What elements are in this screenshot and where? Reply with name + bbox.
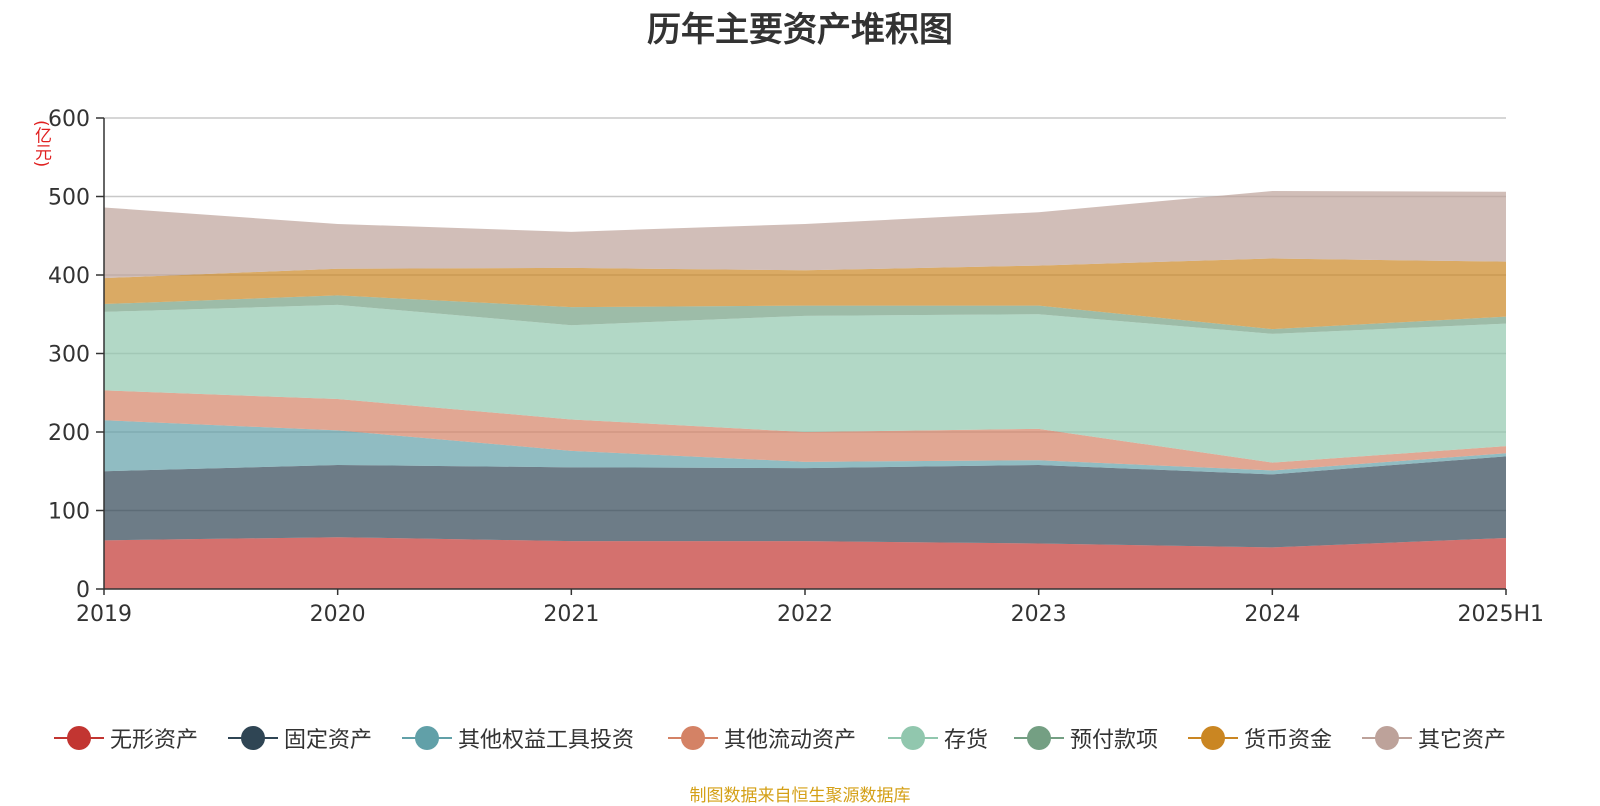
x-tick-label: 2020 — [310, 602, 366, 627]
y-tick-label: 600 — [48, 107, 90, 132]
x-tick-label: 2019 — [76, 602, 132, 627]
legend-item[interactable]: 其他流动资产 — [668, 720, 856, 756]
legend-item[interactable]: 固定资产 — [228, 720, 372, 756]
area-series-1 — [104, 537, 1506, 589]
legend: 无形资产 固定资产 其他权益工具投资 其他流动资产 存货 预付款项 货币资金 其它资产 — [0, 720, 1600, 756]
y-tick-label: 0 — [76, 578, 90, 603]
area-series-3 — [104, 420, 1506, 475]
legend-label: 存货 — [944, 728, 989, 753]
legend-marker — [228, 726, 278, 750]
legend-label: 预付款项 — [1070, 728, 1159, 753]
area-series-4 — [104, 390, 1506, 471]
area-series-5 — [104, 304, 1506, 463]
legend-marker — [888, 726, 938, 750]
area-series-7 — [104, 258, 1506, 330]
x-tick-label: 2025H1 — [1457, 602, 1544, 627]
y-tick-labels: 0 100 200 300 400 500 600 — [48, 107, 90, 603]
legend-item[interactable]: 无形资产 — [54, 720, 198, 756]
legend-item[interactable]: 货币资金 — [1188, 720, 1332, 756]
y-tick-label: 100 — [48, 500, 90, 525]
legend-marker — [1014, 726, 1064, 750]
x-tick-labels: 2019 2020 2021 2022 2023 2024 2025H1 — [76, 602, 1544, 627]
x-tick-label: 2021 — [543, 602, 599, 627]
legend-marker — [1362, 726, 1412, 750]
y-tick-label: 300 — [48, 343, 90, 368]
y-axis-unit: (亿元) — [31, 120, 51, 168]
legend-item[interactable]: 预付款项 — [1014, 720, 1158, 756]
y-tick-label: 200 — [48, 421, 90, 446]
legend-item[interactable]: 其他权益工具投资 — [402, 720, 634, 756]
legend-item[interactable]: 其它资产 — [1362, 720, 1506, 756]
y-tick-label: 400 — [48, 264, 90, 289]
x-tick-label: 2022 — [777, 602, 833, 627]
area-series-6 — [104, 295, 1506, 334]
x-tick-label: 2024 — [1244, 602, 1300, 627]
legend-label: 其它资产 — [1418, 728, 1507, 753]
legend-label: 货币资金 — [1244, 728, 1333, 753]
legend-label: 固定资产 — [284, 728, 373, 753]
axes — [96, 117, 1507, 595]
x-tick-label: 2023 — [1011, 602, 1067, 627]
legend-marker — [54, 726, 104, 750]
legend-marker — [668, 726, 718, 750]
source-note: 制图数据来自恒生聚源数据库 — [689, 786, 911, 806]
area-series-2 — [104, 456, 1506, 548]
chart-title: 历年主要资产堆积图 — [647, 10, 953, 50]
y-tick-label: 500 — [48, 186, 90, 211]
legend-marker — [402, 726, 452, 750]
legend-item[interactable]: 存货 — [888, 720, 988, 756]
area-series — [104, 191, 1506, 589]
area-series-8 — [104, 191, 1506, 279]
legend-label: 无形资产 — [110, 728, 199, 753]
legend-label: 其他权益工具投资 — [458, 728, 635, 753]
legend-marker — [1188, 726, 1238, 750]
legend-label: 其他流动资产 — [724, 728, 857, 753]
